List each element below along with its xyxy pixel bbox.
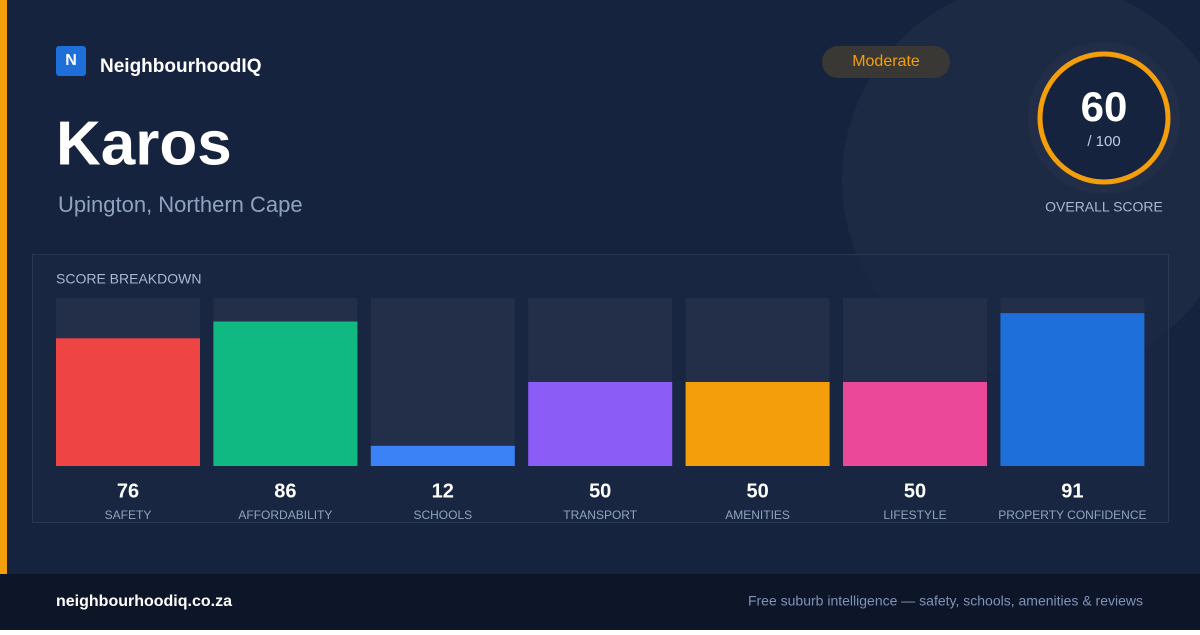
value-label: 91 (1061, 480, 1083, 502)
score-ring (1037, 51, 1171, 185)
value-label: 76 (117, 480, 139, 502)
score-value: 60 (1081, 83, 1128, 130)
badge (822, 46, 950, 78)
bar (213, 321, 358, 466)
accent-stripe (0, 0, 7, 574)
category-label: LIFESTYLE (883, 508, 946, 522)
value-label: 86 (274, 480, 296, 502)
bar (528, 382, 673, 466)
footer-tagline: Free suburb intelligence — safety, schoo… (748, 593, 1143, 609)
logo (56, 46, 86, 76)
category-label: AMENITIES (725, 508, 790, 522)
category-label: TRANSPORT (563, 508, 637, 522)
bar (370, 445, 515, 466)
value-label: 12 (432, 480, 454, 502)
bar-track (370, 298, 515, 466)
value-label: 50 (589, 480, 611, 502)
bar (1000, 313, 1145, 466)
value-label: 50 (904, 480, 926, 502)
bar (843, 382, 987, 466)
category-label: SAFETY (105, 508, 152, 522)
bars: 76 SAFETY 86 AFFORDABILITY 12 SCHOOLS 50 TRANSP… (56, 298, 1147, 522)
footer (0, 574, 1200, 630)
subtitle: Upington, Northern Cape (58, 192, 303, 217)
chart-title: SCORE BREAKDOWN (56, 271, 201, 287)
category-label: SCHOOLS (413, 508, 472, 522)
category-label: AFFORDABILITY (238, 508, 332, 522)
value-label: 50 (746, 480, 768, 502)
bar (685, 382, 830, 466)
footer-site: neighbourhoodiq.co.za (56, 593, 232, 610)
logo-letter: N (65, 52, 77, 69)
title: Karos (56, 109, 232, 178)
brand-name: NeighbourhoodIQ (100, 56, 261, 77)
bar (56, 338, 200, 466)
badge-text: Moderate (852, 53, 920, 70)
category-label: PROPERTY CONFIDENCE (998, 508, 1146, 522)
score-label: OVERALL SCORE (1045, 199, 1163, 215)
score-max: / 100 (1087, 133, 1120, 150)
